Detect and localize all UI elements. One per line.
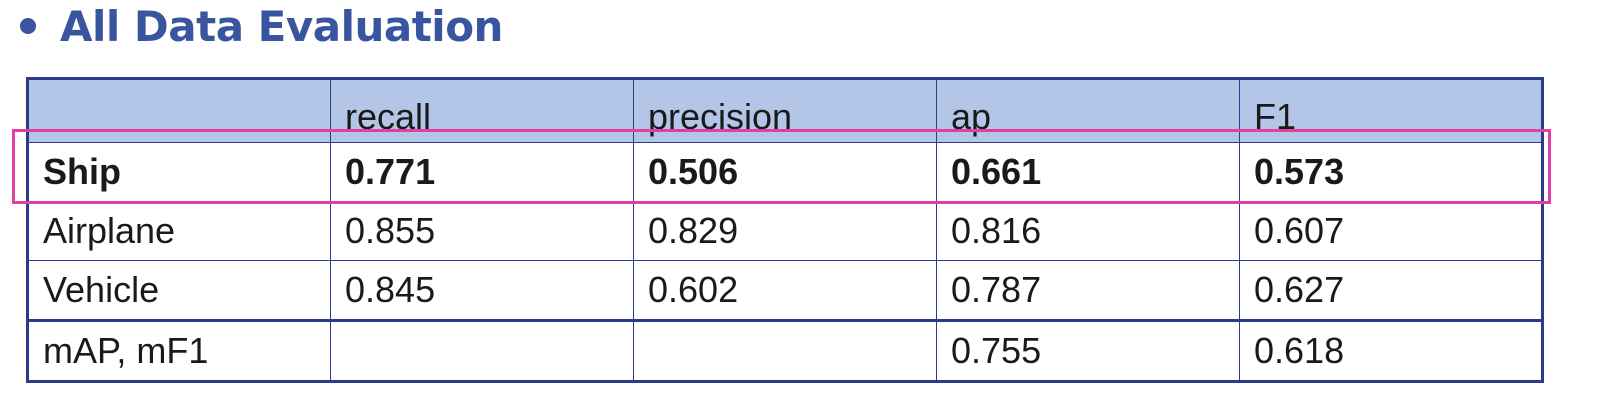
cell-recall: 0.845 (330, 260, 634, 321)
cell-f1: 0.627 (1239, 260, 1543, 321)
cell-precision: 0.506 (633, 142, 937, 202)
cell-recall: 0.771 (330, 142, 634, 202)
cell-ap: 0.755 (936, 319, 1240, 382)
header-cell-recall: recall (330, 78, 634, 143)
section-heading: All Data Evaluation (20, 0, 503, 52)
cell-f1: 0.607 (1239, 201, 1543, 261)
cell-recall (330, 319, 634, 382)
cell-recall: 0.855 (330, 201, 634, 261)
bullet-icon (20, 18, 36, 34)
table-row-airplane: Airplane 0.855 0.829 0.816 0.607 (27, 201, 1543, 261)
header-cell-blank (27, 78, 331, 143)
cell-ap: 0.787 (936, 260, 1240, 321)
cell-ap: 0.816 (936, 201, 1240, 261)
row-label: mAP, mF1 (27, 319, 331, 382)
cell-precision: 0.602 (633, 260, 937, 321)
header-cell-precision: precision (633, 78, 937, 143)
header-cell-ap: ap (936, 78, 1240, 143)
row-label: Vehicle (27, 260, 331, 321)
row-label: Ship (27, 142, 331, 202)
table-row-summary: mAP, mF1 0.755 0.618 (27, 319, 1543, 382)
cell-precision (633, 319, 937, 382)
row-label: Airplane (27, 201, 331, 261)
section-heading-text: All Data Evaluation (60, 1, 503, 51)
evaluation-table: recall precision ap F1 Ship 0.771 0.506 … (26, 77, 1544, 383)
cell-ap: 0.661 (936, 142, 1240, 202)
cell-precision: 0.829 (633, 201, 937, 261)
header-cell-f1: F1 (1239, 78, 1543, 143)
table-row-ship: Ship 0.771 0.506 0.661 0.573 (27, 142, 1543, 202)
table-header-row: recall precision ap F1 (27, 78, 1543, 143)
cell-f1: 0.618 (1239, 319, 1543, 382)
table-row-vehicle: Vehicle 0.845 0.602 0.787 0.627 (27, 260, 1543, 321)
cell-f1: 0.573 (1239, 142, 1543, 202)
